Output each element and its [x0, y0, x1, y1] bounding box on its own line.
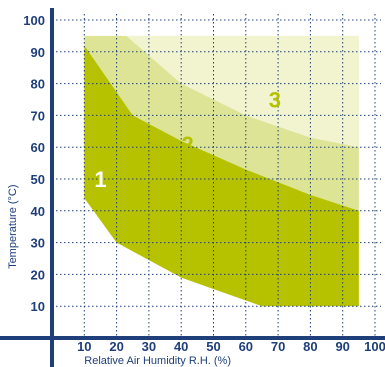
x-tick-label: 100: [364, 339, 385, 354]
zone-3-label: 3: [269, 88, 281, 113]
y-tick-label: 20: [31, 267, 45, 282]
x-tick-label: 50: [206, 339, 220, 354]
x-tick-label: 10: [77, 339, 91, 354]
x-tick-label: 20: [109, 339, 123, 354]
zone-1-area: [84, 45, 359, 307]
x-axis-label: Relative Air Humidity R.H. (%): [84, 355, 231, 367]
zone-2-area: [84, 35, 359, 211]
y-tick-label: 80: [31, 77, 45, 92]
y-tick-label: 40: [31, 204, 45, 219]
x-tick-label: 80: [303, 339, 317, 354]
y-tick-label: 70: [31, 108, 45, 123]
zone-3-area: [84, 35, 359, 148]
y-tick-label: 10: [31, 299, 45, 314]
y-tick-label: 30: [31, 236, 45, 251]
y-tick-label: 50: [31, 172, 45, 187]
x-tick-label: 40: [174, 339, 188, 354]
zone-1-label: 1: [94, 167, 106, 192]
x-tick-label: 90: [335, 339, 349, 354]
x-tick-label: 30: [142, 339, 156, 354]
y-tick-label: 60: [31, 140, 45, 155]
x-tick-label: 70: [271, 339, 285, 354]
zone-2-label: 2: [182, 132, 194, 157]
y-axis-label: Temperature (°C): [7, 184, 19, 268]
x-tick-label: 60: [239, 339, 253, 354]
y-tick-label: 90: [31, 45, 45, 60]
y-tick-label: 100: [23, 13, 45, 28]
